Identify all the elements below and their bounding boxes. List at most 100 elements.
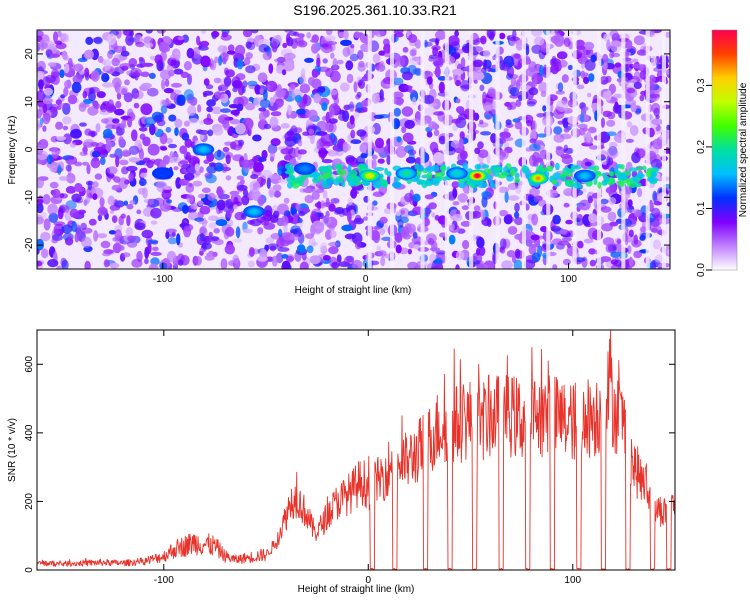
heatmap-cell	[144, 116, 157, 126]
heatmap-cell	[143, 36, 153, 45]
heatmap-cell	[625, 185, 633, 195]
heatmap-cell	[526, 101, 536, 107]
colorbar-tick-label: 0.2	[696, 140, 707, 154]
heatmap-cell	[514, 202, 520, 213]
heatmap-cell	[656, 64, 663, 70]
heatmap-cell	[242, 228, 253, 234]
heatmap-cell	[105, 124, 117, 130]
heatmap-cell	[225, 154, 231, 165]
heatmap-cell	[159, 262, 168, 269]
heatmap-cell	[130, 67, 142, 77]
heatmap-band-cell	[346, 173, 353, 181]
heatmap-cell	[609, 30, 619, 38]
heatmap-cell	[134, 33, 140, 45]
heatmap-cell	[218, 55, 223, 66]
heatmap-cell	[357, 50, 364, 60]
heatmap-cell	[55, 42, 67, 50]
heatmap-cell	[313, 93, 322, 104]
heatmap-cell	[425, 205, 431, 217]
heatmap-band-cell	[347, 164, 352, 173]
heatmap-cell	[202, 90, 214, 96]
heatmap-cell	[280, 123, 290, 129]
heatmap-band-cell	[593, 178, 598, 185]
heatmap-cell	[480, 35, 487, 45]
heatmap-cell	[66, 173, 76, 184]
heatmap-cell	[437, 76, 447, 81]
heatmap-cell	[125, 34, 134, 46]
heatmap-cell	[127, 235, 136, 242]
heatmap-band-cell	[560, 174, 567, 182]
heatmap-cell	[92, 37, 102, 44]
heatmap-cell	[66, 159, 75, 165]
heatmap-cell	[283, 62, 295, 72]
heatmap-cell	[215, 219, 228, 227]
heatmap-cell	[256, 216, 266, 223]
heatmap-cell	[606, 39, 611, 51]
heatmap-cell	[506, 250, 516, 258]
heatmap-cell	[349, 101, 355, 112]
heatmap-cell	[451, 118, 462, 124]
heatmap-cell	[100, 156, 106, 166]
heatmap-cell	[311, 69, 319, 78]
heatmap-cell	[649, 93, 660, 99]
heatmap-cell	[483, 50, 491, 58]
heatmap-cell	[354, 240, 362, 250]
heatmap-cell	[516, 79, 521, 91]
heatmap-cell	[328, 223, 335, 232]
heatmap-cell	[206, 165, 217, 174]
heatmap-cell	[163, 87, 174, 94]
heatmap-cell	[268, 187, 275, 198]
heatmap-cell	[394, 32, 404, 38]
heatmap-cell	[69, 208, 79, 218]
heatmap-cell	[613, 93, 624, 99]
heatmap-cell	[37, 177, 44, 189]
heatmap-cell	[562, 236, 572, 242]
heatmap-cell	[371, 92, 381, 104]
heatmap-cell	[112, 118, 120, 124]
heatmap-cell	[41, 248, 49, 259]
heatmap-cell	[563, 127, 570, 133]
heatmap-cell	[137, 187, 146, 195]
heatmap-cell	[393, 77, 404, 86]
heatmap-cell	[529, 138, 537, 144]
heatmap-cell	[513, 259, 523, 269]
heatmap-cell	[452, 213, 463, 222]
heatmap-cell	[609, 51, 615, 59]
heatmap-band-cell	[357, 163, 366, 171]
heatmap-cell	[265, 237, 274, 244]
heatmap-cell	[37, 90, 46, 102]
heatmap-band-cell	[628, 167, 639, 172]
heatmap-cell	[317, 86, 326, 93]
heatmap-cell	[350, 188, 358, 199]
heatmap-cell	[160, 146, 168, 151]
heatmap-band-cell	[514, 172, 520, 179]
heatmap-cell	[561, 74, 569, 83]
heatmap-cell	[272, 184, 282, 192]
heatmap-cell	[216, 165, 224, 171]
heatmap-cell	[498, 32, 506, 40]
heatmap-cell	[650, 158, 663, 169]
heatmap-cell	[306, 32, 312, 39]
heatmap-cell	[109, 153, 117, 158]
heatmap-cell	[334, 207, 345, 214]
heatmap-cell	[583, 41, 595, 51]
heatmap-cell	[73, 63, 84, 72]
heatmap-cell	[39, 39, 45, 51]
heatmap-cell	[533, 195, 539, 202]
heatmap-cell	[290, 125, 298, 136]
heatmap-cell	[563, 188, 575, 197]
heatmap-cell	[205, 174, 217, 184]
heatmap-cell	[199, 226, 207, 235]
heatmap-cell	[223, 76, 232, 87]
heatmap-cell	[131, 129, 138, 142]
heatmap-cell	[57, 164, 62, 175]
heatmap-band-cell	[384, 167, 389, 175]
heatmap-cell	[232, 87, 238, 93]
heatmap-cell	[148, 198, 154, 206]
heatmap-cell	[400, 209, 406, 215]
heatmap-cell	[283, 52, 296, 60]
heatmap-cell	[609, 141, 618, 149]
heatmap-cell	[347, 197, 353, 206]
heatmap-cell	[141, 62, 154, 67]
